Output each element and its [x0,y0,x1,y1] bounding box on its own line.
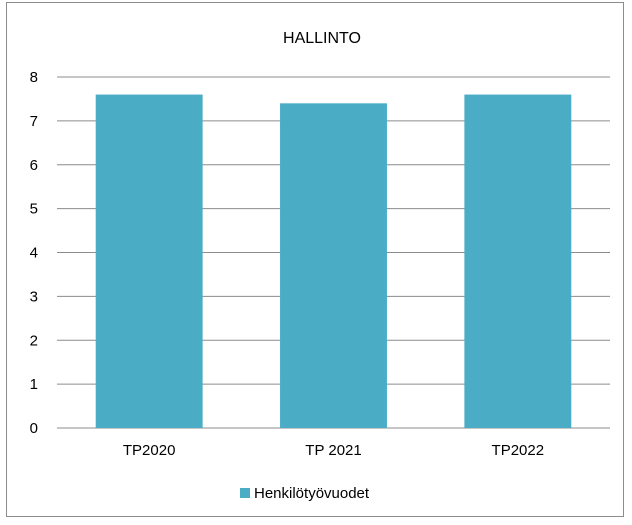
y-tick-label: 8 [30,69,38,86]
y-tick-label: 7 [30,113,38,130]
y-tick-label: 4 [30,245,38,262]
y-axis-ticks: 0 1 2 3 4 5 6 7 8 [30,69,38,437]
legend-swatch [240,488,250,498]
bar [464,94,572,429]
chart-title: HALLINTO [283,30,361,47]
y-tick-label: 0 [30,420,38,437]
y-tick-label: 1 [30,376,38,393]
bar [280,103,387,428]
y-tick-label: 2 [30,332,38,349]
x-tick-label: TP 2021 [305,442,361,459]
y-tick-label: 6 [30,157,38,174]
x-axis-ticks: TP2020 TP 2021 TP2022 [123,442,544,459]
y-tick-label: 5 [30,201,38,218]
legend-label: Henkilötyövuodet [254,485,370,502]
legend: Henkilötyövuodet [240,485,370,502]
bar [95,94,203,429]
y-tick-label: 3 [30,288,38,305]
bars [95,94,572,429]
x-tick-label: TP2020 [123,442,176,459]
x-tick-label: TP2022 [492,442,545,459]
